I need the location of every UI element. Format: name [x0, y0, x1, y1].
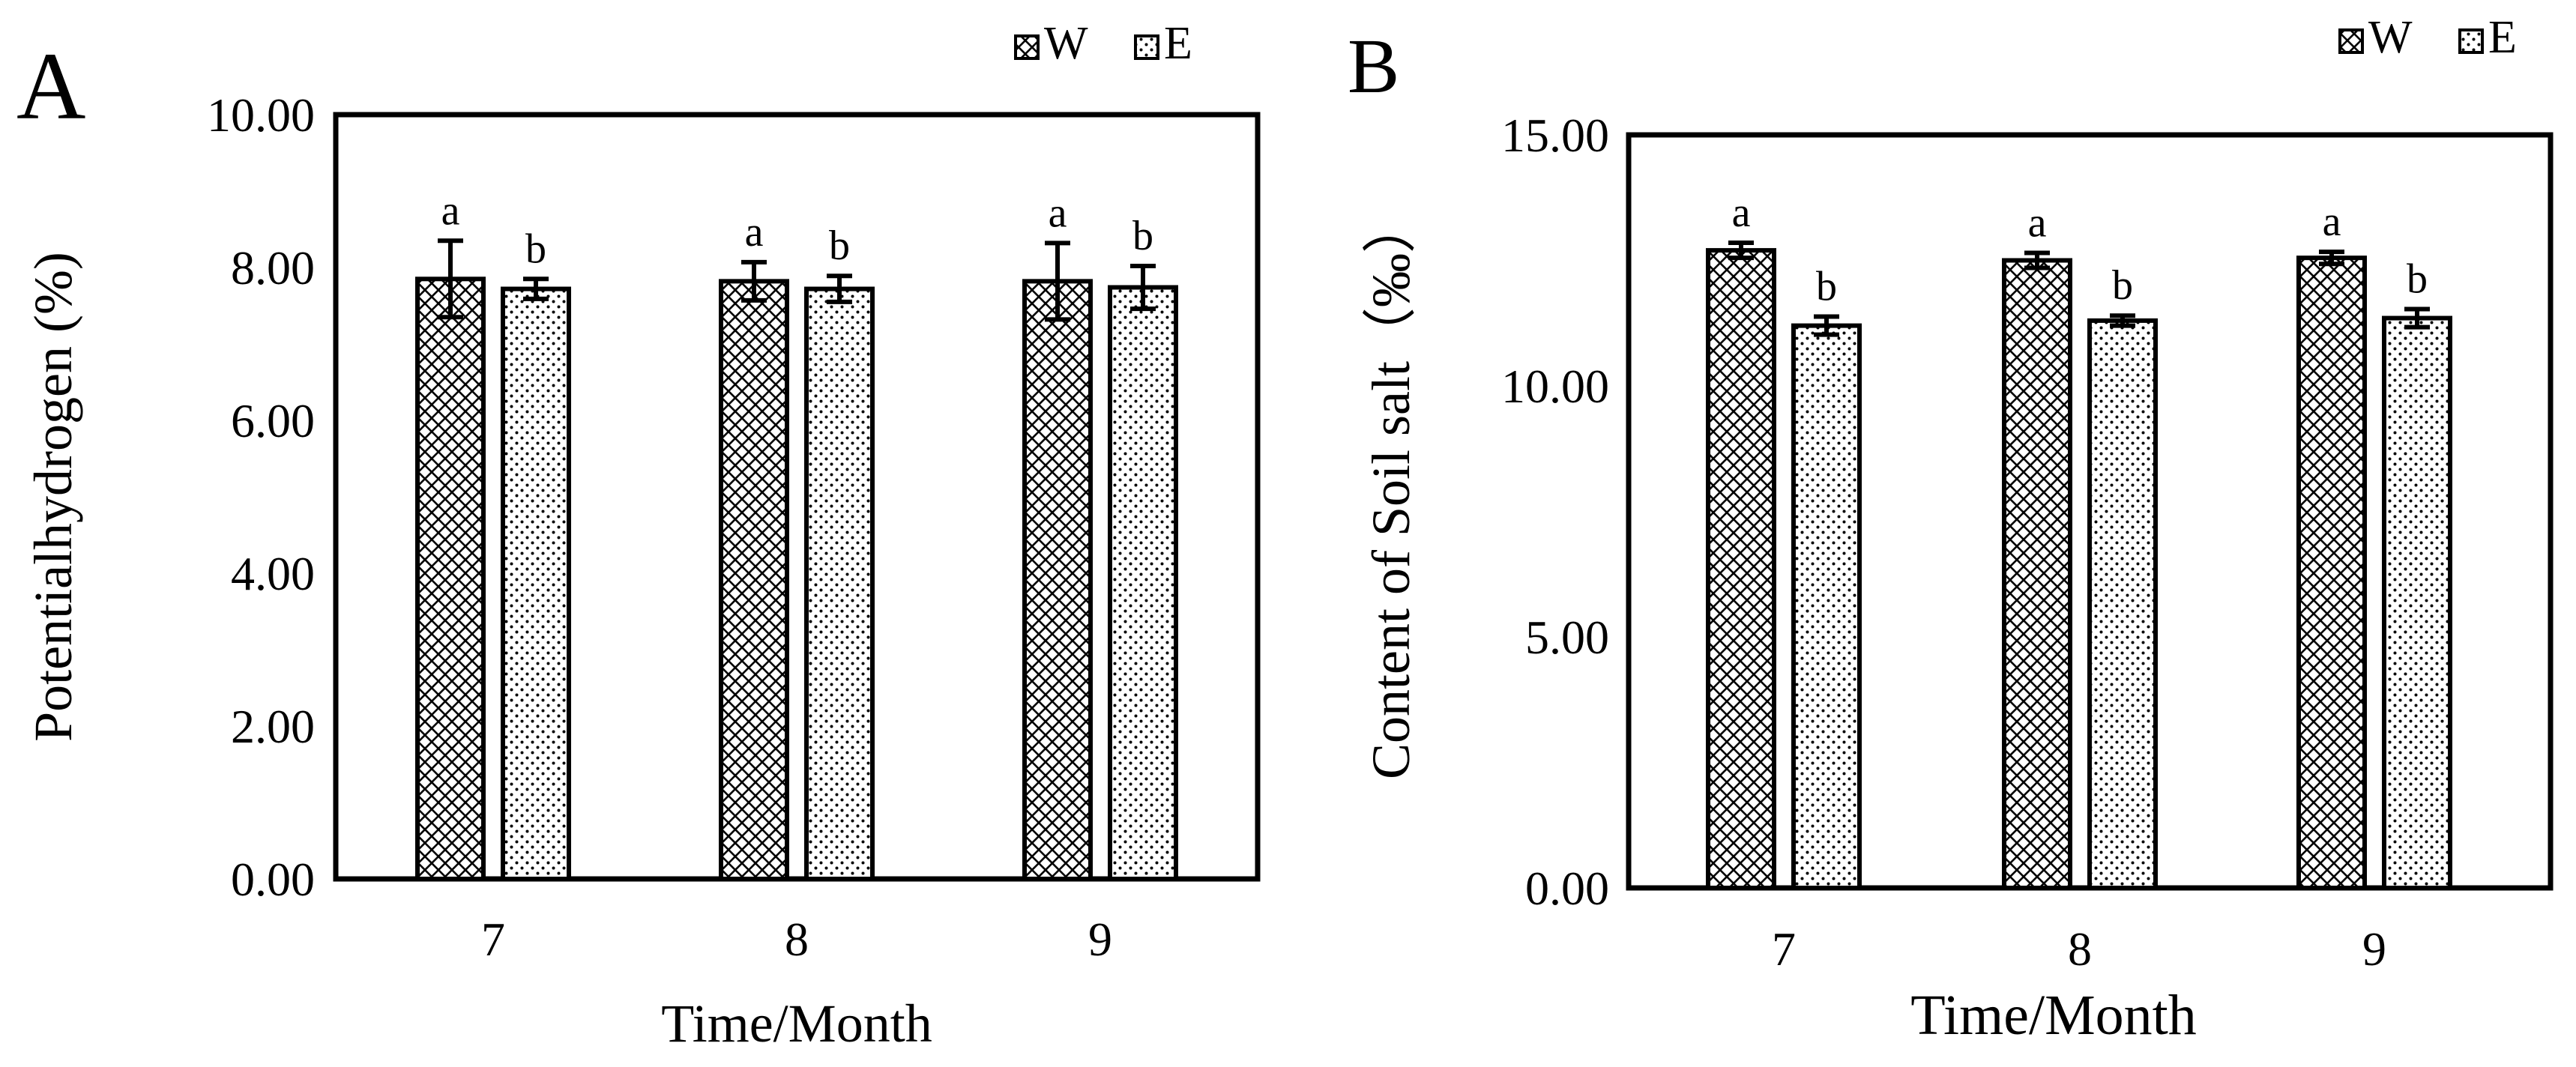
panel-b-bars: a a a b b b [1706, 190, 2452, 891]
panel-b-significance-label: b [2407, 256, 2428, 302]
panel-a-y-tick-label: 10.00 [207, 88, 315, 142]
panel-a-significance-label: b [1132, 213, 1153, 259]
panel-b-significance-label: a [2028, 199, 2047, 246]
panel-b-y-tick-label: 15.00 [1501, 109, 1609, 162]
panel-a-x-tick-label: 9 [1088, 913, 1112, 966]
panel-b-legend-label-E: E [2488, 12, 2517, 63]
panel-a-legend-swatch-W [1014, 34, 1040, 60]
panel-a-chart: A 0.00 2.00 4.00 6.00 8.00 10.00 a a a b b b 7 8 9 T… [16, 18, 1261, 1054]
panel-a-legend-label-E: E [1164, 18, 1192, 69]
panel-b-bar-E-7 [1791, 323, 1862, 891]
panel-a-y-tick-label: 8.00 [231, 241, 315, 294]
panel-b-x-axis-label: Time/Month [1910, 984, 2197, 1047]
panel-a-bar-W-9 [1022, 279, 1093, 881]
panel-b-x-tick-label: 7 [1772, 922, 1796, 976]
panel-a-bar-W-8 [719, 279, 789, 881]
panel-a-y-ticks: 0.00 2.00 4.00 6.00 8.00 10.00 [207, 88, 315, 906]
panel-a-significance-label: b [525, 226, 546, 272]
panel-b-significance-label: a [1732, 190, 1751, 236]
panel-a-significance-label: a [745, 209, 764, 256]
panel-b-legend-label-W: W [2368, 12, 2413, 63]
panel-b-error-bar [2110, 313, 2135, 328]
panel-b-bar-E-9 [2382, 315, 2452, 890]
panel-b-error-bar [2404, 306, 2430, 330]
panel-b-significance-label: b [1816, 264, 1837, 310]
panel-a-significance-label: a [1049, 190, 1067, 236]
panel-a-error-bar [741, 259, 767, 303]
panel-a-y-tick-label: 6.00 [231, 394, 315, 447]
panel-b-y-axis-label: Content of Soil salt（‰） [1361, 199, 1421, 779]
panel-a-x-tick-label: 8 [785, 913, 809, 966]
panel-b-significance-label: a [2323, 199, 2341, 245]
panel-b-bar-W-9 [2296, 256, 2367, 890]
panel-b-error-bar [2319, 250, 2344, 267]
panel-a-y-axis-label: Potentialhydrogen (%) [23, 252, 83, 742]
panel-b-chart: B 0.00 5.00 10.00 15.00 a a a b b b 7 8 9 Time/Mon… [1348, 12, 2554, 1047]
panel-b-error-bar [1728, 241, 1754, 261]
panel-b-x-tick-label: 9 [2362, 922, 2386, 976]
panel-a-x-ticks: 7 8 9 [481, 913, 1112, 966]
panel-b-legend-swatch-E [2458, 28, 2484, 54]
panel-a-x-axis-label: Time/Month [661, 994, 932, 1054]
panel-a-bar-E-7 [501, 286, 571, 881]
panel-a-error-bar [438, 238, 463, 320]
panel-a-plot-frame [333, 112, 1261, 882]
panel-b-error-bar [2024, 250, 2050, 270]
panel-b-y-tick-label: 0.00 [1525, 862, 1609, 915]
panel-a-y-tick-label: 4.00 [231, 547, 315, 600]
panel-a-significance-label: a [441, 187, 460, 234]
panel-a-bars: a a ab b b [415, 187, 1178, 881]
panel-b-y-ticks: 0.00 5.00 10.00 15.00 [1501, 109, 1609, 915]
panel-a-error-bar [523, 276, 549, 301]
panel-a-error-bar [827, 273, 852, 304]
panel-b-bar-W-8 [2002, 258, 2072, 890]
panel-b-bar-E-8 [2087, 318, 2158, 890]
panel-a-bar-E-8 [804, 286, 875, 881]
panel-a-legend-label-W: W [1044, 18, 1088, 69]
panel-b-x-ticks: 7 8 9 [1772, 922, 2386, 976]
panel-a-bar-W-7 [415, 276, 486, 881]
panel-b-legend-swatch-W [2338, 28, 2364, 54]
panel-b-error-bar [1814, 314, 1839, 337]
panel-b-x-tick-label: 8 [2068, 922, 2092, 976]
panel-b-bar-W-7 [1706, 248, 1776, 891]
panel-b-significance-label: b [2112, 262, 2133, 309]
panel-b-letter: B [1348, 23, 1399, 109]
panel-a-x-tick-label: 7 [481, 913, 505, 966]
panel-a-bar-E-9 [1108, 285, 1178, 881]
panel-a-error-bar [1130, 263, 1156, 312]
panel-a-letter: A [16, 33, 85, 139]
panel-b-y-tick-label: 10.00 [1501, 360, 1609, 413]
panel-a-y-tick-label: 0.00 [231, 853, 315, 906]
panel-a-legend-swatch-E [1134, 34, 1159, 60]
panel-a-significance-label: b [829, 223, 850, 269]
panel-a-error-bar [1045, 241, 1070, 322]
panel-b-y-tick-label: 5.00 [1525, 611, 1609, 664]
panel-a-y-tick-label: 2.00 [231, 700, 315, 753]
